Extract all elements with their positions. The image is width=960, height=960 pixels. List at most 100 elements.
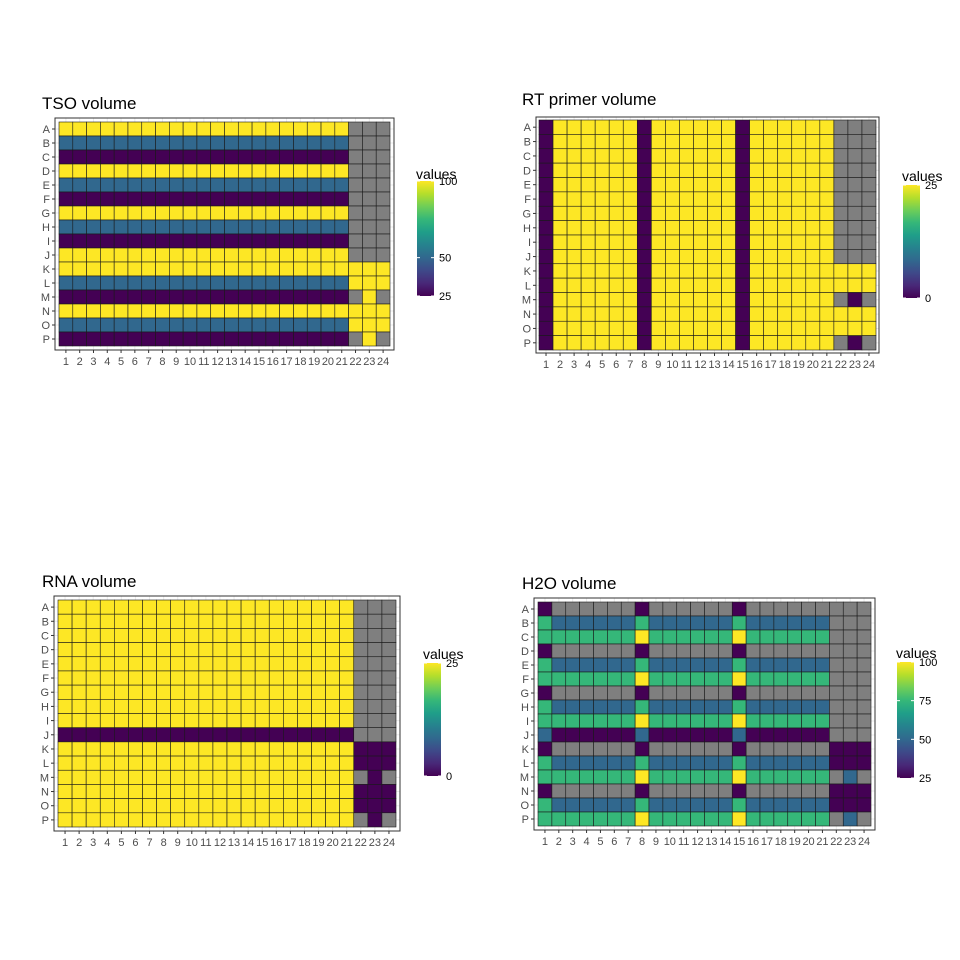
- x-tick-label: 12: [214, 837, 226, 849]
- heatmap-cell-L5: [594, 277, 610, 293]
- heatmap-cell-M5: [594, 292, 610, 308]
- y-tick-label: I: [47, 236, 50, 248]
- x-axis: 1 2 3 4 5 6 7 8 9 10 11 12 13 14 15 16 17 18 19 20 21 22 23 24: [543, 353, 875, 371]
- heatmap-cell-L8: [634, 755, 650, 771]
- heatmap-cell-N8: [156, 784, 171, 799]
- x-tick-label: 24: [863, 359, 875, 371]
- heatmap-cell-N7: [141, 303, 156, 319]
- heatmap-cell-O1: [538, 320, 554, 336]
- heatmap-cell-D9: [169, 163, 184, 179]
- heatmap-cell-A19: [306, 121, 322, 137]
- heatmap-cell-G15: [251, 205, 267, 221]
- heatmap-cell-B7: [142, 613, 157, 629]
- heatmap-cell-I21: [815, 713, 830, 729]
- heatmap-cell-C2: [72, 149, 87, 165]
- heatmap-cell-H10: [184, 699, 200, 714]
- heatmap-cell-G14: [240, 684, 256, 700]
- y-tick-label: P: [43, 334, 50, 346]
- heatmap-cell-B19: [311, 613, 326, 629]
- heatmap-cell-F12: [210, 191, 225, 207]
- heatmap-cell-P19: [306, 331, 322, 347]
- heatmap-cell-O7: [142, 798, 157, 814]
- heatmap-cell-L23: [847, 277, 863, 293]
- heatmap-cell-H6: [607, 699, 622, 715]
- heatmap-cell-K23: [367, 741, 383, 757]
- heatmap-cell-H4: [580, 220, 596, 236]
- heatmap-cell-B3: [85, 613, 101, 629]
- heatmap-cell-I12: [212, 713, 228, 728]
- heatmap-cell-L14: [237, 275, 253, 291]
- heatmap-cell-H22: [353, 699, 369, 714]
- heatmap-cell-A1: [58, 121, 74, 137]
- heatmap-cell-L6: [127, 275, 143, 291]
- heatmap-cell-J1: [537, 727, 553, 743]
- heatmap-cell-B16: [265, 135, 280, 151]
- heatmap-cell-K8: [156, 741, 171, 757]
- x-tick-label: 7: [146, 356, 152, 368]
- heatmap-cell-M10: [184, 769, 200, 785]
- heatmap-cell-L1: [538, 277, 554, 293]
- heatmap-cell-H9: [648, 699, 664, 715]
- heatmap-cell-I24: [381, 713, 397, 728]
- heatmap-cell-F12: [690, 671, 705, 687]
- heatmap-cell-P20: [805, 335, 821, 351]
- heatmap-cell-L8: [156, 755, 171, 771]
- heatmap-cell-I15: [254, 713, 270, 728]
- x-tick-label: 21: [341, 837, 353, 849]
- heatmap-cell-P23: [362, 331, 377, 347]
- heatmap-cell-D4: [99, 642, 115, 658]
- heatmap-cell-D3: [566, 162, 582, 178]
- heatmap-cell-J14: [240, 727, 256, 743]
- heatmap-cell-O11: [679, 320, 694, 336]
- heatmap-cell-K5: [594, 263, 610, 279]
- heatmap-cell-H11: [196, 219, 212, 235]
- heatmap-cell-K21: [815, 741, 830, 757]
- heatmap-cell-M15: [251, 289, 267, 305]
- heatmap-cell-F3: [565, 671, 580, 687]
- colorbar: [417, 181, 434, 296]
- heatmap-cell-G22: [833, 205, 849, 221]
- heatmap-cell-P6: [128, 812, 143, 828]
- heatmap-cell-N24: [856, 783, 872, 799]
- heatmap-cell-F2: [552, 191, 568, 207]
- heatmap-cell-M21: [339, 769, 355, 785]
- heatmap-cell-B9: [170, 613, 186, 629]
- heatmap-cell-D16: [749, 162, 764, 178]
- heatmap-cell-D1: [537, 643, 553, 659]
- heatmap-cell-N16: [745, 783, 761, 799]
- heatmap-cell-G1: [57, 684, 73, 700]
- colorbar-tick-label: 100: [919, 657, 937, 669]
- heatmap-cell-K23: [847, 263, 863, 279]
- heatmap-cell-A4: [579, 601, 594, 617]
- heatmap-cell-J17: [279, 247, 294, 263]
- heatmap-cell-C6: [128, 628, 143, 643]
- heatmap-cell-O5: [594, 320, 610, 336]
- heatmap-cell-H7: [141, 219, 156, 235]
- heatmap-cell-O19: [306, 317, 322, 333]
- heatmap-cell-H3: [85, 699, 101, 714]
- heatmap-cell-G16: [265, 205, 280, 221]
- x-tick-label: 10: [184, 356, 196, 368]
- heatmap-cell-L7: [141, 275, 156, 291]
- heatmap-cell-C13: [704, 629, 719, 645]
- heatmap-cell-A7: [142, 599, 157, 615]
- heatmap-cell-H4: [99, 699, 115, 714]
- heatmap-cell-D15: [251, 163, 267, 179]
- colorbar-tick-label: 75: [919, 696, 931, 708]
- y-tick-label: F: [522, 674, 529, 686]
- heatmap-cell-G5: [593, 685, 608, 701]
- heatmap-cell-O24: [381, 798, 397, 814]
- heatmap-cell-H10: [665, 220, 680, 236]
- heatmap-cell-J24: [861, 249, 877, 265]
- heatmap-cell-O9: [648, 797, 664, 813]
- colorbar-tick-label: 25: [446, 658, 458, 670]
- heatmap-cell-J16: [745, 727, 761, 743]
- heatmap-cell-K22: [348, 261, 363, 277]
- heatmap-cell-P5: [114, 812, 129, 828]
- heatmap-cell-G23: [842, 685, 858, 701]
- heatmap-cell-L15: [731, 755, 747, 771]
- heatmap-cell-B11: [676, 615, 691, 631]
- heatmap-cell-C16: [265, 149, 280, 165]
- y-tick-label: P: [42, 815, 49, 827]
- heatmap-cell-A20: [325, 599, 340, 615]
